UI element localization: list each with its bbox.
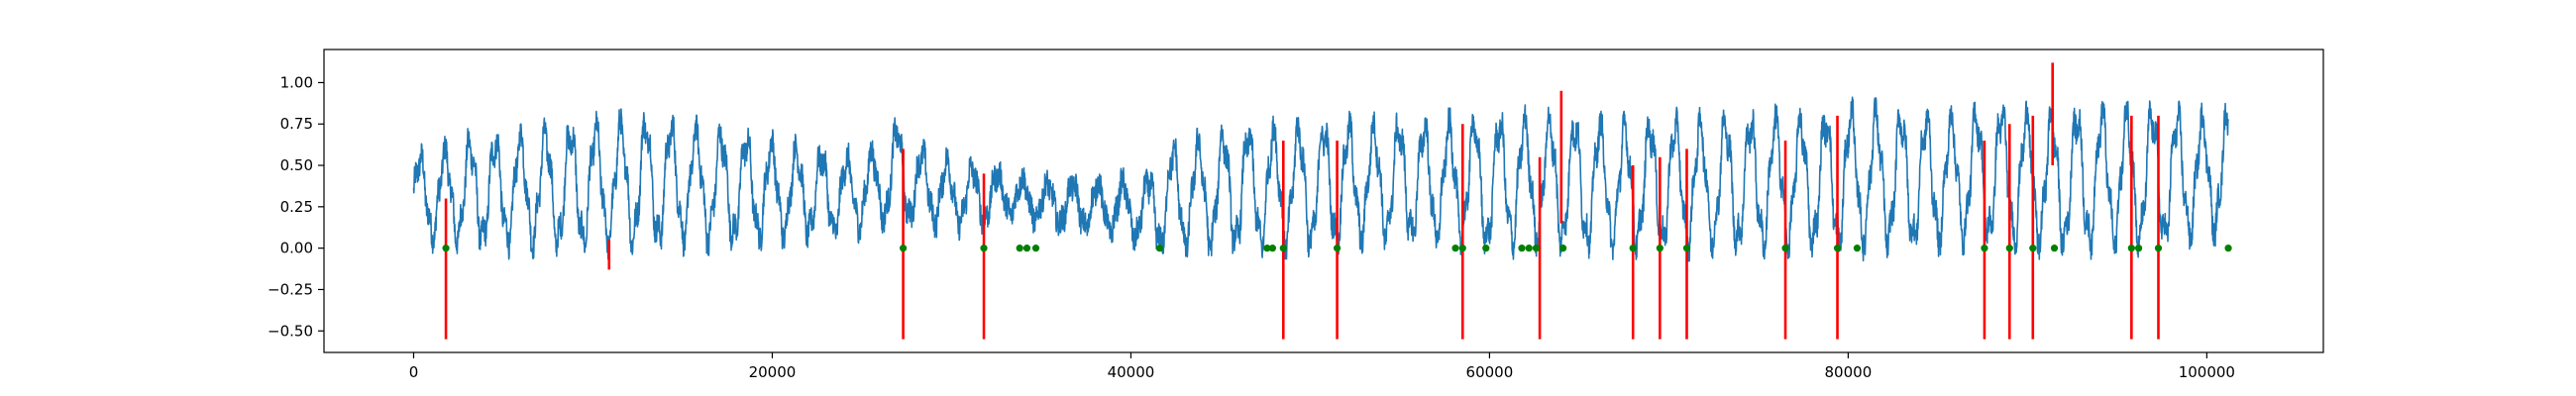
x-tick-label-4: 80000 <box>1825 363 1873 381</box>
plot-clip-group <box>412 62 2232 340</box>
marker-point-23 <box>1853 245 1862 252</box>
marker-point-7 <box>1263 245 1271 252</box>
marker-point-5 <box>1031 245 1040 252</box>
marker-point-22 <box>1833 245 1842 252</box>
marker-point-12 <box>1458 245 1466 252</box>
marker-point-18 <box>1629 245 1637 252</box>
x-tick-label-0: 0 <box>409 363 419 381</box>
marker-point-4 <box>1022 245 1031 252</box>
x-tick-label-5: 100000 <box>2179 363 2235 381</box>
marker-point-1 <box>899 245 908 252</box>
marker-point-9 <box>1279 245 1287 252</box>
marker-point-30 <box>2154 245 2163 252</box>
marker-point-16 <box>1532 245 1541 252</box>
y-tick-label-1: −0.25 <box>268 280 313 298</box>
signal-line <box>412 96 2229 262</box>
axes: 0 20000 40000 60000 80000 100000 −0.50 −0.25 0.0… <box>268 49 2324 381</box>
marker-point-24 <box>1981 245 1988 252</box>
marker-point-20 <box>1682 245 1691 252</box>
marker-point-14 <box>1518 245 1526 252</box>
y-tick-label-4: 0.50 <box>280 156 313 174</box>
marker-point-3 <box>1016 245 1023 252</box>
marker-point-13 <box>1482 245 1490 252</box>
marker-point-6 <box>1155 245 1163 252</box>
marker-point-15 <box>1525 245 1533 252</box>
x-tick-label-2: 40000 <box>1108 363 1155 381</box>
marker-point-10 <box>1333 245 1342 252</box>
y-tick-label-5: 0.75 <box>280 115 313 133</box>
marker-point-31 <box>2224 245 2232 252</box>
axes-frame <box>323 49 2324 353</box>
marker-point-25 <box>2005 245 2013 252</box>
marker-point-28 <box>2127 245 2135 252</box>
x-tick-label-3: 60000 <box>1466 363 1514 381</box>
marker-point-0 <box>442 245 450 252</box>
y-tick-label-2: 0.00 <box>280 240 313 257</box>
marker-point-26 <box>2029 245 2037 252</box>
marker-point-17 <box>1559 245 1567 252</box>
marker-point-8 <box>1268 245 1277 252</box>
marker-point-29 <box>2134 245 2143 252</box>
marker-point-21 <box>1781 245 1789 252</box>
marker-point-19 <box>1656 245 1664 252</box>
x-tick-label-1: 20000 <box>749 363 797 381</box>
y-tick-label-6: 1.00 <box>280 73 313 91</box>
marker-point-11 <box>1451 245 1459 252</box>
y-tick-label-3: 0.25 <box>280 198 313 216</box>
marker-point-2 <box>980 245 988 252</box>
marker-point-27 <box>2050 245 2059 252</box>
y-tick-label-0: −0.50 <box>268 322 313 340</box>
plot-area <box>412 62 2232 340</box>
